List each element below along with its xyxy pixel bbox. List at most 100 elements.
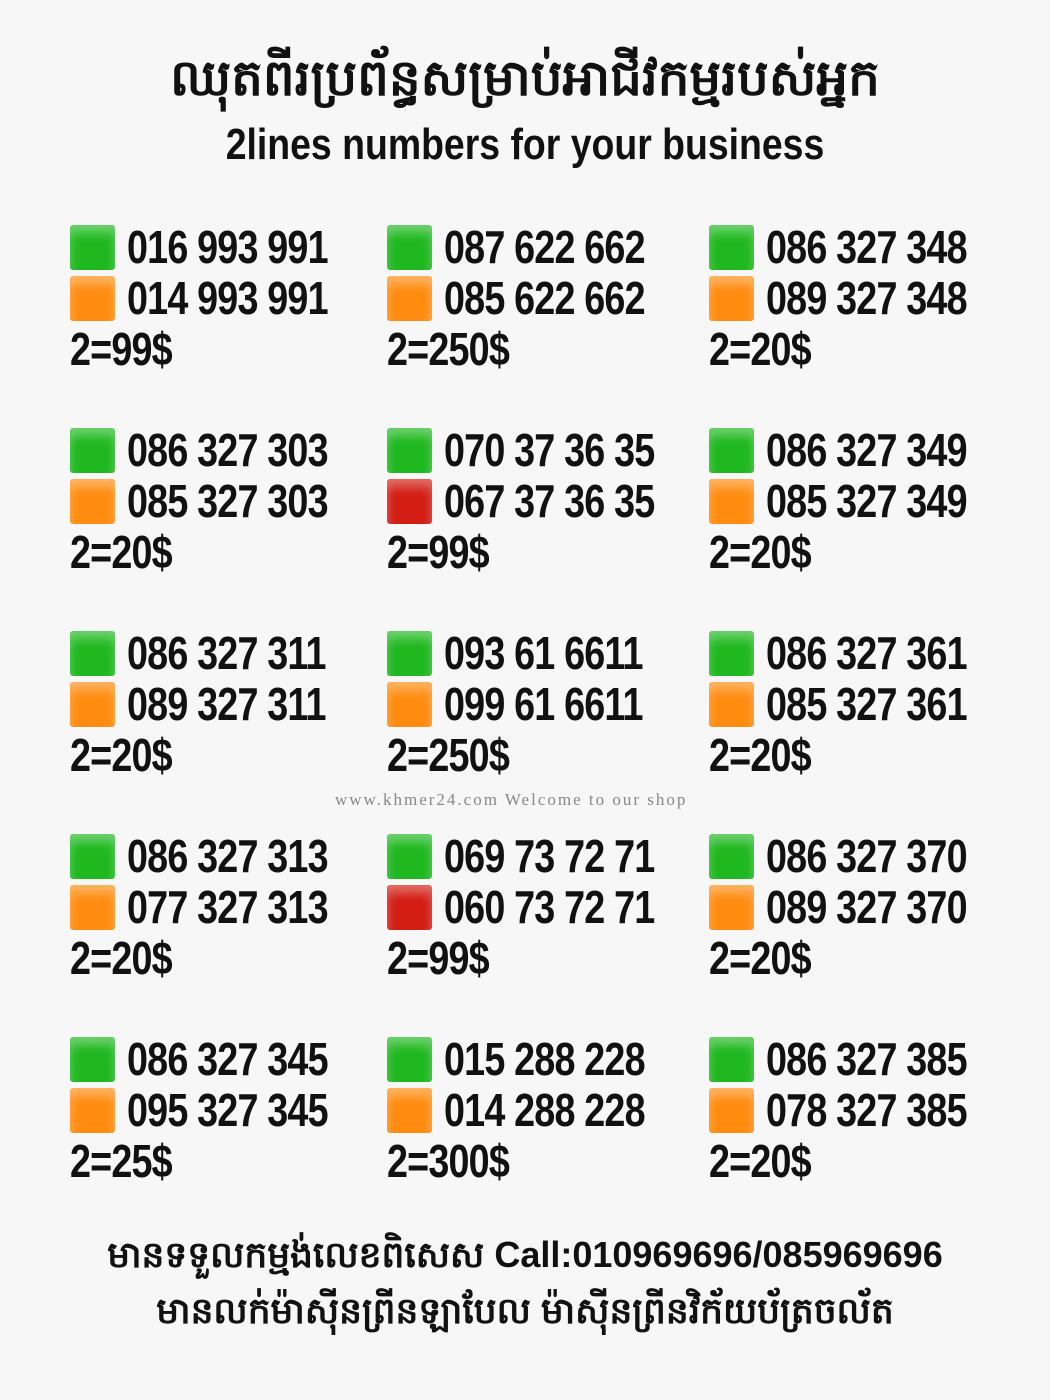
offer-block: 086 327 311 089 327 311 2=20$ <box>70 629 390 789</box>
phone-number: 085 622 662 <box>444 272 646 324</box>
green-square-icon <box>70 224 115 270</box>
phone-number: 086 327 345 <box>127 1033 329 1085</box>
price-label: 2=20$ <box>709 932 812 984</box>
offer-block: 015 288 228 014 288 228 2=300$ <box>387 1035 707 1195</box>
orange-square-icon <box>70 884 115 930</box>
phone-number: 069 73 72 71 <box>444 830 655 882</box>
phone-line: 086 327 311 <box>70 629 369 677</box>
phone-number: 086 327 303 <box>127 424 329 476</box>
orange-square-icon <box>709 1087 754 1133</box>
phone-number: 093 61 6611 <box>444 627 643 679</box>
phone-line: 086 327 348 <box>709 223 1011 271</box>
watermark: www.khmer24.com Welcome to our shop <box>335 790 688 809</box>
phone-line: 086 327 313 <box>70 832 372 880</box>
orange-square-icon <box>70 478 115 524</box>
phone-line: 095 327 345 <box>70 1086 372 1134</box>
phone-number: 077 327 313 <box>127 881 329 933</box>
price-label: 2=20$ <box>709 1135 812 1187</box>
price-label: 2=20$ <box>709 323 812 375</box>
red-square-icon <box>387 884 432 930</box>
price-label: 2=99$ <box>387 932 490 984</box>
phone-number: 085 327 303 <box>127 475 329 527</box>
phone-line: 099 61 6611 <box>387 680 686 728</box>
phone-number: 095 327 345 <box>127 1084 329 1136</box>
price-label: 2=99$ <box>387 526 490 578</box>
offer-block: 087 622 662 085 622 662 2=250$ <box>387 223 707 383</box>
green-square-icon <box>387 224 432 270</box>
orange-square-icon <box>387 275 432 321</box>
price-label: 2=250$ <box>387 323 510 375</box>
phone-number: 014 288 228 <box>444 1084 646 1136</box>
phone-number: 089 327 311 <box>127 678 326 730</box>
green-square-icon <box>709 1036 754 1082</box>
phone-line: 086 327 303 <box>70 426 372 474</box>
green-square-icon <box>70 833 115 879</box>
price-label: 2=20$ <box>70 932 173 984</box>
orange-square-icon <box>709 275 754 321</box>
phone-line: 087 622 662 <box>387 223 689 271</box>
phone-line: 089 327 370 <box>709 883 1011 931</box>
phone-number: 089 327 348 <box>766 272 968 324</box>
price-label: 2=20$ <box>709 526 812 578</box>
phone-number: 078 327 385 <box>766 1084 968 1136</box>
phone-line: 078 327 385 <box>709 1086 1011 1134</box>
phone-line: 069 73 72 71 <box>387 832 701 880</box>
phone-line: 060 73 72 71 <box>387 883 701 931</box>
phone-line: 085 327 349 <box>709 477 1011 525</box>
phone-number: 086 327 348 <box>766 221 968 273</box>
phone-number: 060 73 72 71 <box>444 881 655 933</box>
green-square-icon <box>387 630 432 676</box>
phone-number: 086 327 370 <box>766 830 968 882</box>
green-square-icon <box>709 833 754 879</box>
title-english: 2lines numbers for your business <box>225 120 825 169</box>
orange-square-icon <box>387 681 432 727</box>
phone-line: 077 327 313 <box>70 883 372 931</box>
phone-number: 087 622 662 <box>444 221 646 273</box>
phone-number: 099 61 6611 <box>444 678 643 730</box>
phone-number: 086 327 385 <box>766 1033 968 1085</box>
phone-line: 016 993 991 <box>70 223 372 271</box>
offer-block: 069 73 72 71 060 73 72 71 2=99$ <box>387 832 707 992</box>
footer-products: មានលក់ម៉ាស៊ីនព្រីនឡាបែល ម៉ាស៊ីនព្រីនវិក័… <box>156 1290 894 1331</box>
phone-line: 070 37 36 35 <box>387 426 701 474</box>
phone-line: 093 61 6611 <box>387 629 686 677</box>
green-square-icon <box>387 1036 432 1082</box>
phone-number: 086 327 349 <box>766 424 968 476</box>
price-label: 2=20$ <box>70 729 173 781</box>
phone-line: 085 622 662 <box>387 274 689 322</box>
offer-block: 086 327 370 089 327 370 2=20$ <box>709 832 1029 992</box>
phone-line: 067 37 36 35 <box>387 477 701 525</box>
green-square-icon <box>709 630 754 676</box>
orange-square-icon <box>70 275 115 321</box>
phone-number: 086 327 311 <box>127 627 326 679</box>
phone-line: 085 327 303 <box>70 477 372 525</box>
offer-block: 086 327 345 095 327 345 2=25$ <box>70 1035 390 1195</box>
green-square-icon <box>709 224 754 270</box>
price-label: 2=20$ <box>70 526 173 578</box>
orange-square-icon <box>709 681 754 727</box>
phone-line: 086 327 385 <box>709 1035 1011 1083</box>
phone-number: 015 288 228 <box>444 1033 646 1085</box>
offer-block: 070 37 36 35 067 37 36 35 2=99$ <box>387 426 707 586</box>
offer-block: 086 327 303 085 327 303 2=20$ <box>70 426 390 586</box>
phone-line: 089 327 348 <box>709 274 1011 322</box>
offer-block: 086 327 385 078 327 385 2=20$ <box>709 1035 1029 1195</box>
phone-number: 070 37 36 35 <box>444 424 655 476</box>
phone-number: 067 37 36 35 <box>444 475 655 527</box>
offer-block: 086 327 349 085 327 349 2=20$ <box>709 426 1029 586</box>
phone-line: 085 327 361 <box>709 680 1011 728</box>
green-square-icon <box>70 427 115 473</box>
phone-line: 015 288 228 <box>387 1035 689 1083</box>
orange-square-icon <box>387 1087 432 1133</box>
orange-square-icon <box>70 1087 115 1133</box>
phone-line: 014 288 228 <box>387 1086 689 1134</box>
green-square-icon <box>709 427 754 473</box>
footer-contact: មានទទួលកម្មង់លេខពិសេស Call:010969696/085… <box>107 1234 943 1275</box>
phone-number: 086 327 313 <box>127 830 329 882</box>
phone-line: 086 327 361 <box>709 629 1011 677</box>
offer-block: 086 327 348 089 327 348 2=20$ <box>709 223 1029 383</box>
green-square-icon <box>387 427 432 473</box>
phone-line: 086 327 349 <box>709 426 1011 474</box>
price-label: 2=20$ <box>709 729 812 781</box>
orange-square-icon <box>709 478 754 524</box>
